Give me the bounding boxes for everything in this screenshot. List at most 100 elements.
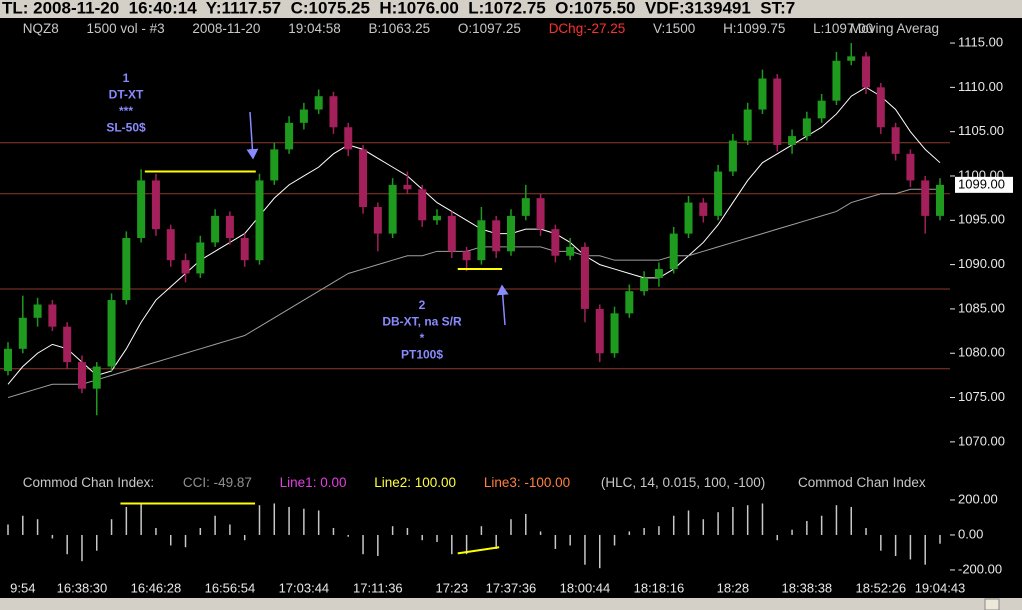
candle-body: [211, 215, 220, 243]
candle-body: [743, 109, 752, 141]
info: O:1097.25: [458, 21, 521, 36]
info: Line2: 100.00: [374, 475, 456, 490]
x-tick-label: 16:38:30: [57, 580, 108, 595]
scroll-thumb[interactable]: [984, 598, 1000, 610]
info: B:1063.25: [369, 21, 431, 36]
candle-body: [773, 78, 782, 145]
info: Line3: -100.00: [484, 475, 570, 490]
candle-body: [359, 149, 368, 208]
candle-body: [876, 87, 885, 128]
candle-body: [92, 366, 101, 389]
candle-body: [684, 202, 693, 234]
moving-average: [7, 86, 941, 385]
y-tick-label: 200.00: [958, 491, 998, 506]
candle-body: [802, 118, 811, 137]
candle-body: [240, 238, 249, 261]
candle-body: [181, 260, 190, 274]
candle-body: [151, 180, 160, 230]
candle-body: [699, 202, 708, 216]
candle-body: [728, 140, 737, 172]
candle-body: [462, 251, 471, 261]
y-tick-label: 1080.00: [958, 345, 1005, 360]
candle-body: [447, 215, 456, 252]
candle-body: [314, 96, 323, 110]
x-tick-label: 16:46:28: [131, 580, 182, 595]
candle-body: [595, 308, 604, 354]
candle-body: [521, 198, 530, 216]
header-text: TL: 2008-11-20 16:40:14 Y:1117.57 C:1075…: [2, 0, 795, 17]
candle-body: [433, 215, 442, 221]
candle-body: [817, 100, 826, 119]
candle-body: [285, 122, 294, 150]
x-tick-label: 18:28: [717, 580, 750, 595]
x-tick-label: 17:03:44: [279, 580, 330, 595]
x-tick-label: 17:37:36: [486, 580, 537, 595]
info: V:1500: [653, 21, 695, 36]
scrollbar[interactable]: [0, 598, 1022, 610]
candle-body: [107, 300, 116, 367]
candle-body: [506, 215, 515, 252]
candle-body: [477, 220, 486, 261]
y-tick-label: 1085.00: [958, 300, 1005, 315]
info: Moving Averag: [850, 21, 939, 36]
candle-body: [166, 229, 175, 261]
candle-body: [669, 233, 678, 270]
candle-body: [936, 184, 944, 216]
candle-body: [758, 78, 767, 110]
y-tick-label: 1070.00: [958, 433, 1005, 448]
candle-body: [344, 127, 353, 150]
candle-body: [418, 189, 427, 221]
info-line: NQZ8 1500 vol - #3 2008-11-20 19:04:58 B…: [4, 21, 950, 36]
candle-body: [77, 362, 86, 389]
last-price-box: [955, 176, 1013, 193]
y-tick-label: 1075.00: [958, 389, 1005, 404]
candle-body: [33, 304, 42, 318]
info: Commod Chan Index: [798, 475, 926, 490]
candle-body: [625, 291, 634, 314]
y-tick-label: 1115.00: [958, 34, 1003, 49]
candle-body: [536, 198, 545, 230]
y-tick-label: 1090.00: [958, 256, 1005, 271]
annotation: 2: [419, 298, 426, 312]
candle-body: [63, 326, 72, 363]
candle-body: [122, 238, 131, 301]
candle-body: [551, 229, 560, 256]
y-tick-label: -200.00: [958, 561, 1002, 576]
candle-body: [906, 153, 915, 181]
info: (HLC, 14, 0.015, 100, -100): [601, 475, 765, 490]
info: Commod Chan Index:: [23, 475, 154, 490]
annotation: SL-50$: [106, 121, 146, 135]
candle-body: [403, 184, 412, 190]
info: NQZ8: [23, 21, 59, 36]
y-tick-label: 1105.00: [958, 123, 1004, 138]
arrow: [496, 284, 509, 326]
candle-body: [255, 180, 264, 261]
header-bar: [0, 0, 1022, 18]
cci-header: Commod Chan Index: CCI: -49.87 Line1: 0.…: [4, 475, 937, 490]
annotation: DB-XT, na S/R: [382, 315, 462, 329]
x-tick-label: 18:38:38: [782, 580, 833, 595]
candle-body: [891, 127, 900, 154]
annotation: DT-XT: [109, 88, 144, 102]
candle-body: [196, 242, 205, 274]
candle-body: [788, 136, 797, 145]
candle-body: [299, 109, 308, 123]
x-tick-label: 9:54: [10, 580, 35, 595]
candle-body: [137, 180, 146, 239]
x-tick-label: 16:56:54: [205, 580, 256, 595]
info: Line1: 0.00: [280, 475, 347, 490]
x-tick-label: 18:52:26: [856, 580, 907, 595]
candle-body: [329, 96, 338, 128]
candle-body: [566, 246, 575, 256]
info: H:1099.75: [723, 21, 785, 36]
x-tick-label: 17:11:36: [353, 580, 403, 595]
candle-body: [862, 56, 871, 88]
x-tick-label: 18:00:44: [560, 580, 611, 595]
annotation: *: [420, 331, 425, 345]
candle-body: [18, 317, 27, 349]
candle-body: [48, 304, 57, 327]
info: 1500 vol - #3: [87, 21, 165, 36]
arrow: [246, 111, 259, 160]
